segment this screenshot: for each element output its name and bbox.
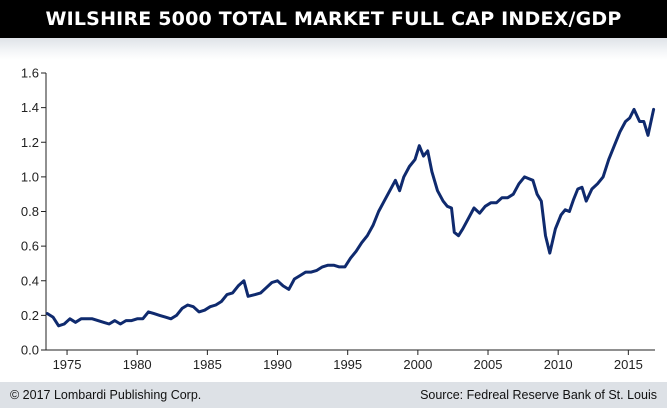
y-tick-label: 0.8: [21, 204, 39, 219]
x-tick-label: 2015: [614, 357, 643, 372]
y-tick-label: 0.6: [21, 239, 39, 254]
x-axis-ticks: 1975 1980 1985 1990 1995 2000 2005 2010 2015: [53, 350, 643, 372]
x-tick-label: 2005: [474, 357, 503, 372]
y-tick-label: 0.4: [21, 273, 39, 288]
x-tick-label: 1975: [53, 357, 82, 372]
x-tick-label: 1990: [263, 357, 292, 372]
header-band: [0, 38, 667, 60]
x-tick-label: 2000: [403, 357, 432, 372]
y-tick-label: 1.0: [21, 169, 39, 184]
x-tick-label: 1995: [333, 357, 362, 372]
source-text: Source: Fedreal Reserve Bank of St. Loui…: [420, 388, 657, 402]
y-tick-label: 1.6: [21, 66, 39, 81]
data-series: [45, 107, 656, 328]
footer-bar: © 2017 Lombardi Publishing Corp. Source:…: [0, 382, 667, 408]
x-tick-label: 1980: [123, 357, 152, 372]
chart-title: WILSHIRE 5000 TOTAL MARKET FULL CAP INDE…: [0, 0, 667, 38]
x-tick-label: 2010: [544, 357, 573, 372]
y-tick-label: 1.2: [21, 135, 39, 150]
line-chart: 0.0 0.2 0.4 0.6 0.8 1.0 1.2 1.4 1.6 1975 1980 1985…: [21, 66, 656, 372]
y-tick-label: 0.2: [21, 308, 39, 323]
x-tick-label: 1985: [193, 357, 222, 372]
y-axis-ticks: 0.0 0.2 0.4 0.6 0.8 1.0 1.2 1.4 1.6: [21, 66, 46, 358]
y-tick-label: 0.0: [21, 343, 39, 358]
copyright-text: © 2017 Lombardi Publishing Corp.: [10, 388, 202, 402]
series-line: [45, 107, 656, 328]
y-tick-label: 1.4: [21, 100, 39, 115]
